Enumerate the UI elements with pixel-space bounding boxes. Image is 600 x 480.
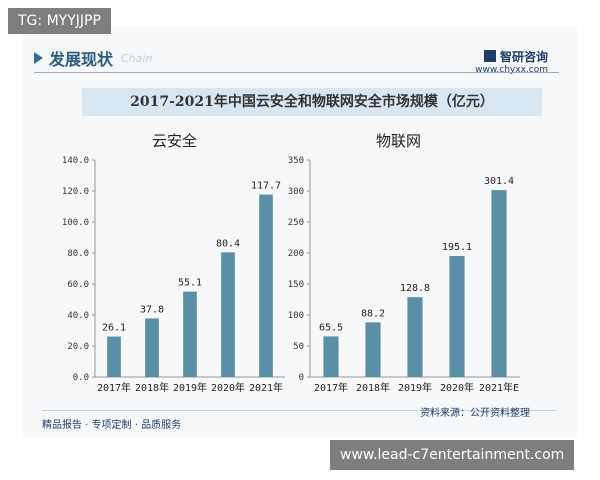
chart-title: 云安全 xyxy=(152,132,197,150)
brand-url: www.chyxx.com xyxy=(475,65,548,75)
tg-tag: TG: MYYJJPP xyxy=(8,8,111,34)
x-tick-label: 2021年 xyxy=(249,381,283,394)
bar xyxy=(145,318,159,377)
data-label: 80.4 xyxy=(216,238,240,249)
bar xyxy=(259,194,273,377)
logo-mark-icon xyxy=(483,50,496,62)
header-divider xyxy=(34,72,559,73)
bar xyxy=(407,297,423,377)
section-subtitle: Chain xyxy=(121,51,153,65)
x-tick-label: 2018年 xyxy=(135,381,169,394)
y-tick-label: 150 xyxy=(288,280,304,290)
bar xyxy=(365,322,381,377)
y-tick-label: 350 xyxy=(288,156,304,166)
bar xyxy=(323,336,339,377)
y-tick-label: 50 xyxy=(293,342,304,352)
bar xyxy=(183,291,197,377)
bar xyxy=(449,256,465,377)
brand-name: 智研咨询 xyxy=(499,50,548,64)
chart-title: 物联网 xyxy=(376,132,421,150)
footer-divider xyxy=(42,410,557,411)
section-title: 发展现状 xyxy=(49,50,114,69)
source-note: 资料来源：公开资料整理 xyxy=(420,408,530,419)
data-label: 301.4 xyxy=(484,176,514,187)
y-tick-label: 60.0 xyxy=(67,280,89,290)
y-tick-label: 20.0 xyxy=(67,342,89,352)
y-tick-label: 250 xyxy=(288,218,304,228)
x-tick-label: 2017年 xyxy=(314,381,348,394)
y-tick-label: 300 xyxy=(288,187,304,197)
data-label: 195.1 xyxy=(442,242,472,253)
x-tick-label: 2019年 xyxy=(398,381,432,394)
data-label: 65.5 xyxy=(319,322,343,333)
footer-slogan: 精品报告 · 专项定制 · 品质服务 xyxy=(42,420,182,431)
x-tick-label: 2020年 xyxy=(211,381,245,394)
bar xyxy=(107,336,121,377)
y-tick-label: 100 xyxy=(288,311,304,321)
x-tick-label: 2019年 xyxy=(173,381,207,394)
x-tick-label: 2018年 xyxy=(356,381,390,394)
bar xyxy=(221,252,235,377)
y-tick-label: 40.0 xyxy=(67,311,89,321)
watermark-url: www.lead-c7entertainment.com xyxy=(330,440,575,470)
y-tick-label: 200 xyxy=(288,249,304,259)
x-tick-label: 2017年 xyxy=(97,381,131,394)
x-tick-label: 2020年 xyxy=(440,381,474,394)
y-tick-label: 80.0 xyxy=(67,249,89,259)
y-tick-label: 140.0 xyxy=(62,156,89,166)
x-tick-label: 2021年E xyxy=(479,381,519,394)
bar xyxy=(491,190,507,377)
y-tick-label: 120.0 xyxy=(62,187,89,197)
data-label: 128.8 xyxy=(400,283,430,294)
data-label: 26.1 xyxy=(102,323,126,334)
y-tick-label: 0.0 xyxy=(73,373,89,383)
chart-banner-title: 2017-2021年中国云安全和物联网安全市场规模（亿元） xyxy=(82,88,542,116)
data-label: 55.1 xyxy=(178,278,202,289)
section-header: 发展现状 Chain xyxy=(34,46,152,70)
data-label: 37.8 xyxy=(140,304,164,315)
data-label: 117.7 xyxy=(251,181,281,192)
data-label: 88.2 xyxy=(361,308,385,319)
brand-logo: 智研咨询 www.chyxx.com xyxy=(475,48,548,75)
y-tick-label: 0 xyxy=(299,373,304,383)
y-tick-label: 100.0 xyxy=(62,218,89,228)
triangle-icon xyxy=(34,52,43,64)
